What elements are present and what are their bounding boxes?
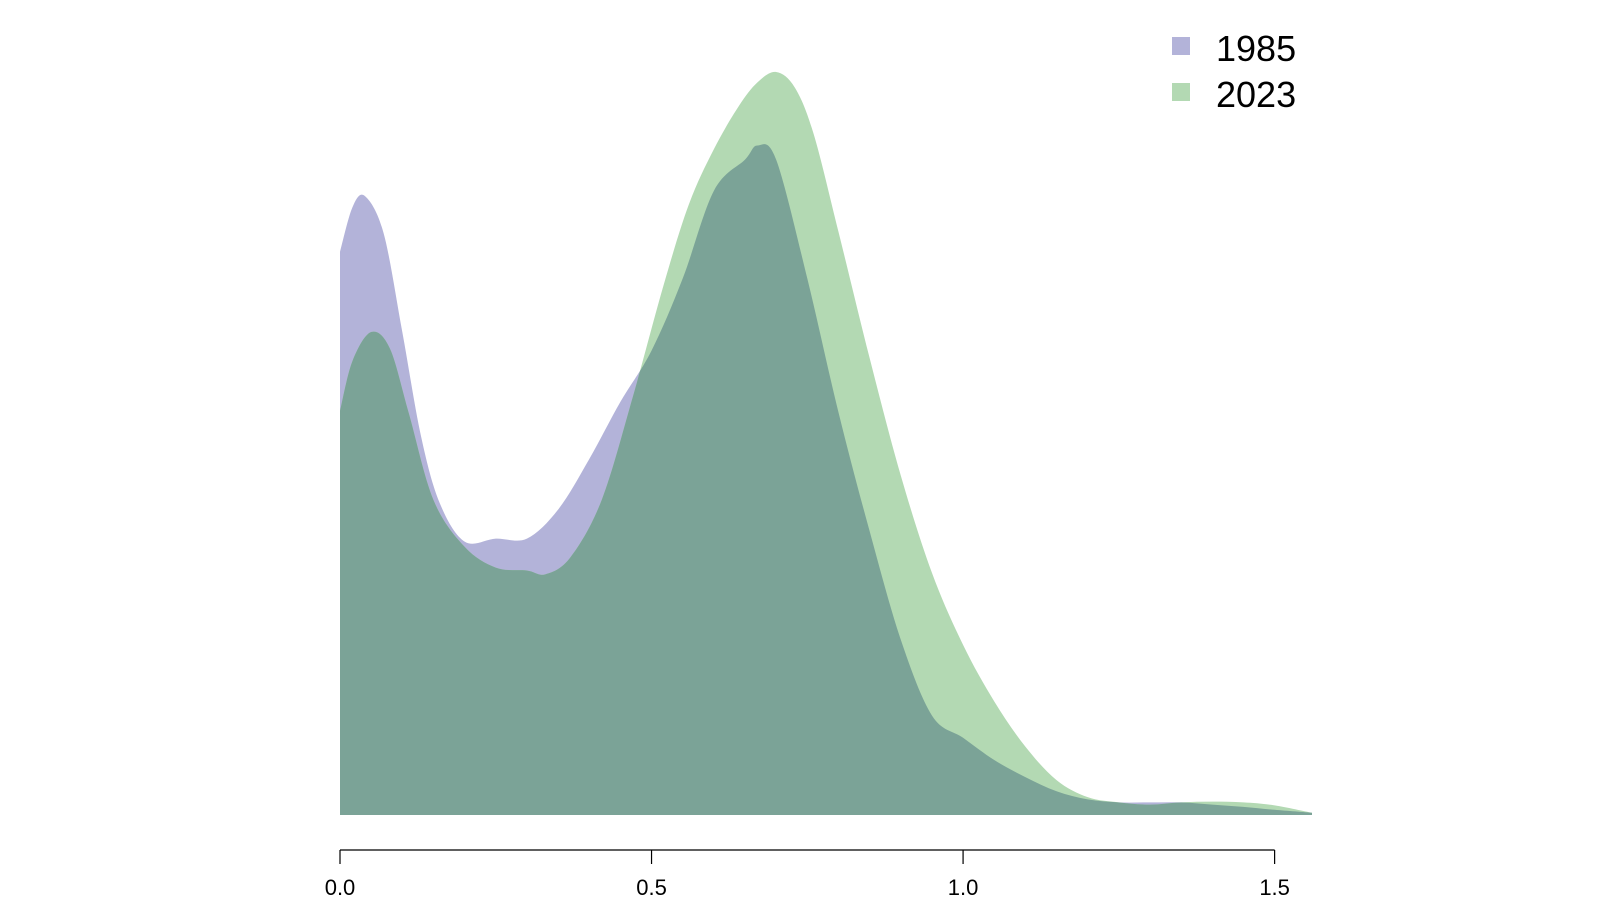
legend: 1985 2023 (1172, 28, 1296, 115)
x-tick-label-3: 1.5 (1259, 875, 1290, 900)
x-axis: 0.0 0.5 1.0 1.5 (325, 849, 1290, 900)
x-tick-label-1: 0.5 (636, 875, 667, 900)
x-tick-label-0: 0.0 (325, 875, 356, 900)
legend-swatch-2023 (1172, 83, 1190, 101)
area-overlap (340, 144, 1312, 815)
legend-label-2023: 2023 (1216, 74, 1296, 115)
overlap-layer (340, 144, 1312, 815)
legend-swatch-1985 (1172, 37, 1190, 55)
x-tick-label-2: 1.0 (948, 875, 979, 900)
legend-label-1985: 1985 (1216, 28, 1296, 69)
